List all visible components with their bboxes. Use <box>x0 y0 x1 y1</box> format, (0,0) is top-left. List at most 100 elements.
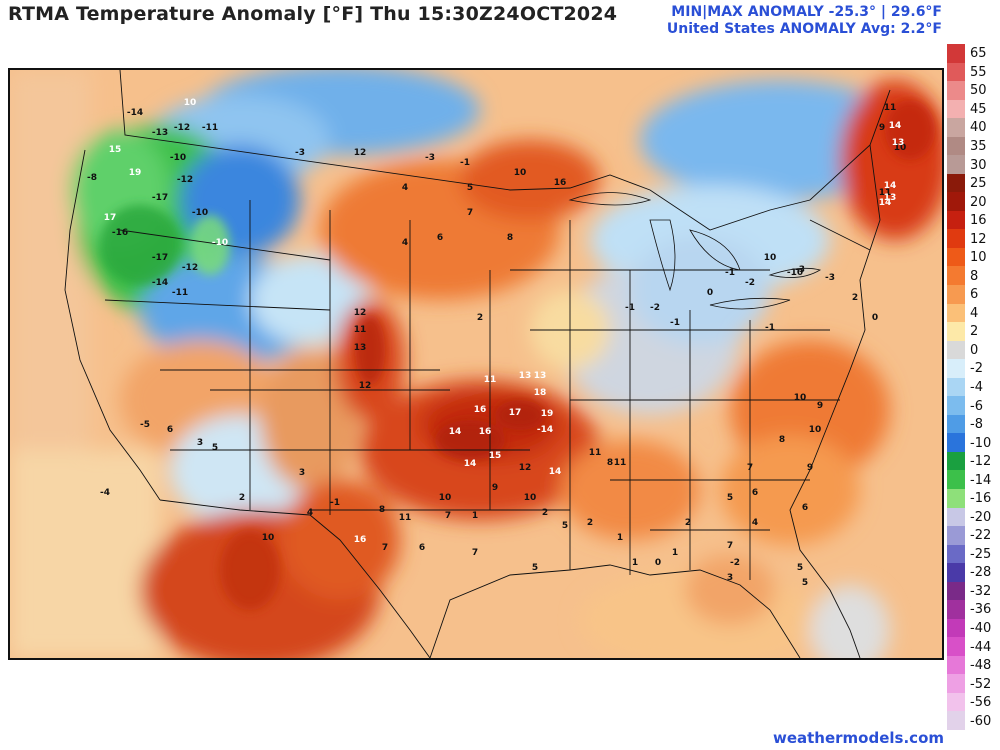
anomaly-stats: MIN|MAX ANOMALY -25.3° | 29.6°F United S… <box>667 4 942 38</box>
anomaly-value-label: -1 <box>765 323 775 333</box>
legend-swatch <box>947 322 965 342</box>
legend-label: 8 <box>970 268 979 284</box>
anomaly-value-label: 0 <box>655 558 661 568</box>
fine-shading <box>100 100 935 610</box>
legend-swatch <box>947 266 965 286</box>
anomaly-value-label: -17 <box>152 253 168 263</box>
anomaly-value-label: 5 <box>467 183 473 193</box>
legend-label: -25 <box>970 546 992 562</box>
anomaly-value-label: 1 <box>472 511 478 521</box>
legend-swatch <box>947 247 965 267</box>
legend-label: 0 <box>970 342 979 358</box>
anomaly-value-label: 12 <box>354 308 367 318</box>
anomaly-value-label: -3 <box>825 273 835 283</box>
anomaly-value-label: 16 <box>474 405 487 415</box>
anomaly-value-label: 14 <box>879 198 892 208</box>
anomaly-value-label: 12 <box>359 381 372 391</box>
anomaly-value-label: 8 <box>779 435 785 445</box>
anomaly-value-label: 6 <box>802 503 808 513</box>
anomaly-value-label: 5 <box>802 578 808 588</box>
anomaly-value-label: 13 <box>892 138 905 148</box>
credit-link[interactable]: weathermodels.com <box>772 729 944 747</box>
legend-label: -10 <box>970 435 992 451</box>
state-boundaries <box>64 70 891 658</box>
anomaly-value-label: -11 <box>202 123 218 133</box>
legend-label: 2 <box>970 324 979 340</box>
legend-swatch <box>947 637 965 657</box>
legend-swatch <box>947 674 965 694</box>
anomaly-value-label: -11 <box>172 288 188 298</box>
legend-label: -14 <box>970 472 992 488</box>
anomaly-value-label: -12 <box>174 123 190 133</box>
anomaly-value-label: 14 <box>889 121 902 131</box>
anomaly-value-label: 16 <box>554 178 567 188</box>
legend-swatch <box>947 210 965 230</box>
anomaly-value-label: -1 <box>330 498 340 508</box>
legend-label: -6 <box>970 398 983 414</box>
legend-label: -16 <box>970 491 992 507</box>
anomaly-value-label: 15 <box>109 145 122 155</box>
anomaly-value-label: 10 <box>794 393 807 403</box>
anomaly-value-label: -16 <box>112 228 128 238</box>
anomaly-value-label: -3 <box>295 148 305 158</box>
anomaly-value-label: -3 <box>425 153 435 163</box>
anomaly-value-label: 11 <box>589 448 602 458</box>
anomaly-value-label: 3 <box>727 573 733 583</box>
anomaly-value-label: 9 <box>807 463 813 473</box>
legend-swatch <box>947 192 965 212</box>
legend-swatch <box>947 618 965 638</box>
anomaly-value-label: 14 <box>449 427 462 437</box>
us-anomaly-average: United States ANOMALY Avg: 2.2°F <box>666 21 942 37</box>
anomaly-value-label: 5 <box>532 563 538 573</box>
legend-label: -36 <box>970 602 992 618</box>
anomaly-value-label: 10 <box>524 493 537 503</box>
anomaly-value-label: 7 <box>445 511 451 521</box>
anomaly-value-label: -13 <box>152 128 168 138</box>
anomaly-value-label: -3 <box>795 265 805 275</box>
anomaly-value-label: 11 <box>354 325 367 335</box>
legend-label: 10 <box>970 250 987 266</box>
legend-swatch <box>947 544 965 564</box>
legend-label: -56 <box>970 695 992 711</box>
legend-label: -40 <box>970 621 992 637</box>
legend-swatch <box>947 340 965 360</box>
great-lakes <box>568 192 822 310</box>
legend-swatch <box>947 136 965 156</box>
anomaly-value-label: 10 <box>184 98 197 108</box>
legend-label: 30 <box>970 157 987 173</box>
legend-label: -48 <box>970 658 992 674</box>
anomaly-value-label: 11 <box>399 513 412 523</box>
anomaly-value-label: 10 <box>894 143 907 153</box>
legend-label: 6 <box>970 287 979 303</box>
anomaly-value-label: 7 <box>727 541 733 551</box>
legend-label: -2 <box>970 361 983 377</box>
anomaly-value-label: 10 <box>439 493 452 503</box>
legend-swatch <box>947 229 965 249</box>
anomaly-value-label: 14 <box>464 459 477 469</box>
legend-label: 25 <box>970 176 987 192</box>
color-legend <box>947 44 965 731</box>
anomaly-value-label: 8 <box>379 505 385 515</box>
legend-swatch <box>947 62 965 82</box>
legend-label: -20 <box>970 509 992 525</box>
anomaly-value-label: 6 <box>167 425 173 435</box>
map-title: RTMA Temperature Anomaly [°F] Thu 15:30Z… <box>8 3 618 25</box>
anomaly-value-label: -1 <box>460 158 470 168</box>
anomaly-value-label: 7 <box>472 548 478 558</box>
legend-label: -52 <box>970 676 992 692</box>
anomaly-value-label: 11 <box>879 188 892 198</box>
legend-label: -8 <box>970 417 983 433</box>
legend-label: 20 <box>970 194 987 210</box>
legend-swatch <box>947 396 965 416</box>
anomaly-value-label: 5 <box>727 493 733 503</box>
anomaly-value-label: 4 <box>402 183 408 193</box>
legend-label: -12 <box>970 454 992 470</box>
anomaly-value-label: 5 <box>212 443 218 453</box>
legend-swatch <box>947 451 965 471</box>
anomaly-value-label: 10 <box>764 253 777 263</box>
legend-label: -28 <box>970 565 992 581</box>
legend-label: 55 <box>970 64 987 80</box>
anomaly-value-label: 3 <box>299 468 305 478</box>
anomaly-value-label: 8 <box>607 458 613 468</box>
